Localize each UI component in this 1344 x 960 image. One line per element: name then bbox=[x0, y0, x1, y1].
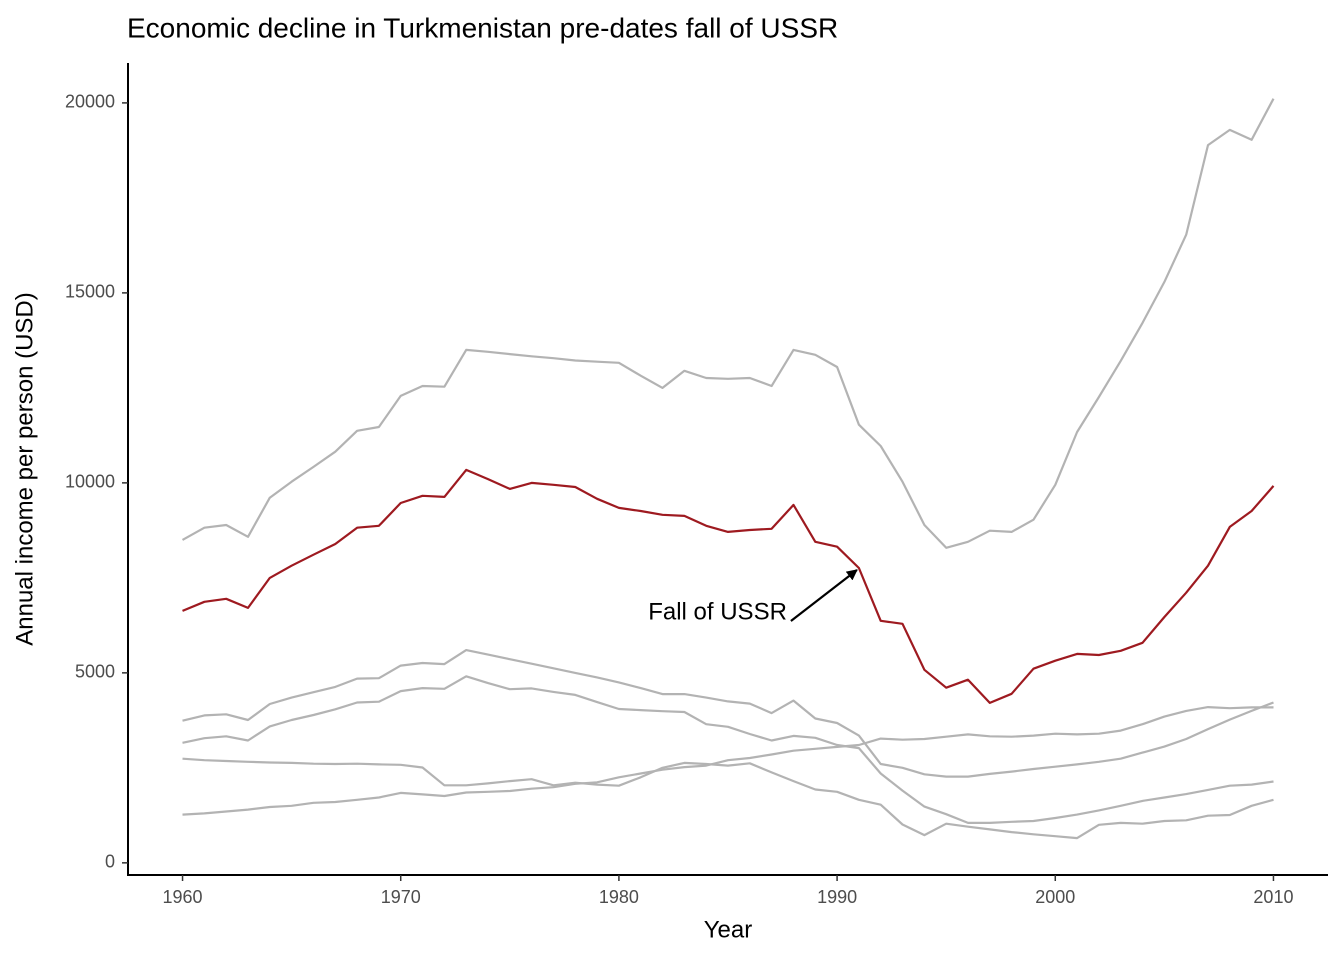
series-line bbox=[182, 757, 1274, 840]
series-line bbox=[182, 468, 1275, 704]
x-tick-label: 1960 bbox=[163, 887, 203, 907]
x-tick-label: 1990 bbox=[817, 887, 857, 907]
y-tick-label: 15000 bbox=[65, 282, 115, 302]
annotation-text: Fall of USSR bbox=[648, 598, 787, 625]
y-tick-label: 20000 bbox=[65, 92, 115, 112]
series-line bbox=[182, 706, 1274, 816]
x-tick-label: 1980 bbox=[599, 887, 639, 907]
x-tick-label: 1970 bbox=[381, 887, 421, 907]
y-tick-label: 5000 bbox=[75, 662, 115, 682]
y-axis-title: Annual income per person (USD) bbox=[11, 292, 38, 646]
x-tick-label: 2010 bbox=[1253, 887, 1293, 907]
x-tick-label: 2000 bbox=[1035, 887, 1075, 907]
series-line bbox=[182, 675, 1274, 824]
annotation-arrow bbox=[790, 569, 858, 622]
series-line bbox=[182, 649, 1274, 778]
y-tick-label: 0 bbox=[105, 852, 115, 872]
chart-title: Economic decline in Turkmenistan pre-dat… bbox=[127, 12, 838, 43]
x-axis-title: Year bbox=[704, 916, 753, 943]
y-tick-label: 10000 bbox=[65, 472, 115, 492]
series-line bbox=[181, 98, 1275, 549]
